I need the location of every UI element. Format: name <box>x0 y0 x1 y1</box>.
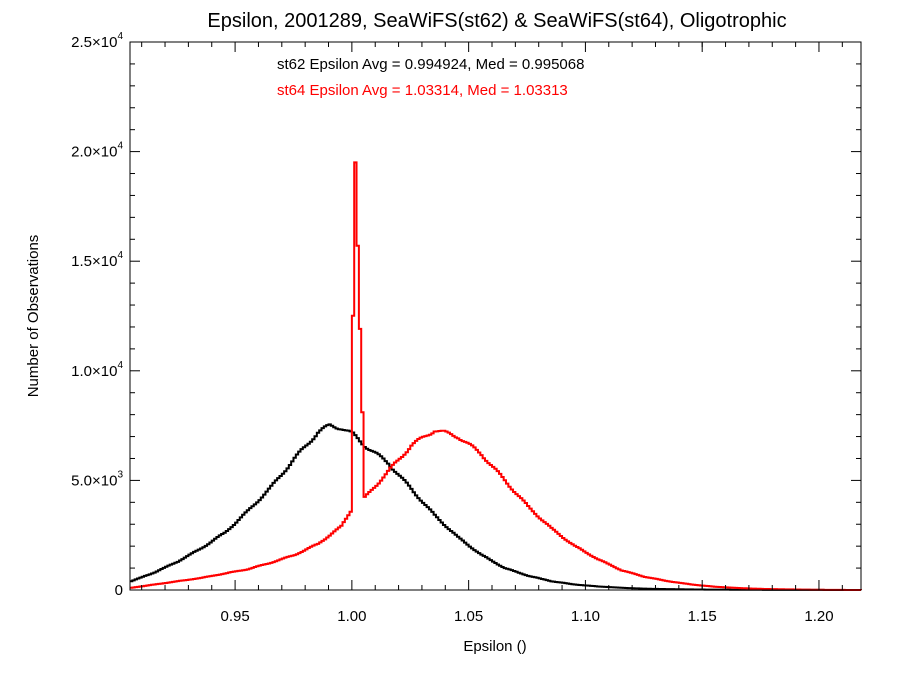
histogram-series-st64 <box>130 161 862 591</box>
x-tick-label: 1.15 <box>688 608 717 625</box>
x-tick-label: 1.00 <box>337 608 366 625</box>
x-tick-label: 0.95 <box>220 608 249 625</box>
chart-title: Epsilon, 2001289, SeaWiFS(st62) & SeaWiF… <box>207 10 786 32</box>
y-tick-label: 0 <box>115 582 123 599</box>
annotation-st62: st62 Epsilon Avg = 0.994924, Med = 0.995… <box>277 56 584 73</box>
y-tick-label: 1.0×104 <box>71 360 123 380</box>
y-tick-label: 5.0×103 <box>71 469 123 489</box>
y-tick-label: 2.0×104 <box>71 141 123 161</box>
series-layer <box>130 161 862 591</box>
x-axis-label: Epsilon () <box>463 638 526 655</box>
x-tick-label: 1.20 <box>804 608 833 625</box>
x-tick-label: 1.10 <box>571 608 600 625</box>
y-axis-label: Number of Observations <box>25 235 42 398</box>
ticks-layer: 0.95 1.00 1.05 1.10 1.15 1.20 0 5.0×103 1.0×104 1… <box>71 31 861 625</box>
y-tick-label: 1.5×104 <box>71 250 123 270</box>
histogram-series-st62 <box>130 423 861 591</box>
annotation-st64: st64 Epsilon Avg = 1.03314, Med = 1.0331… <box>277 82 568 99</box>
x-tick-label: 1.05 <box>454 608 483 625</box>
y-tick-label: 2.5×104 <box>71 31 123 51</box>
plot-frame <box>129 41 862 591</box>
